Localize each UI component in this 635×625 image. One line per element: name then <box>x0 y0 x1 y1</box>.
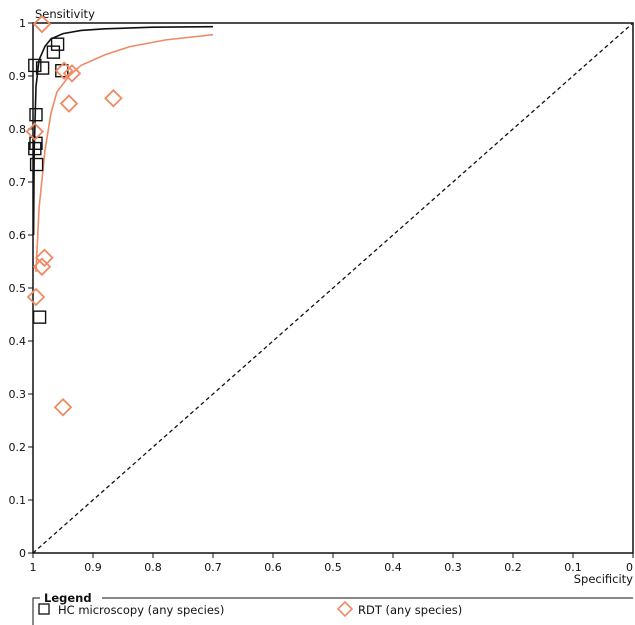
x-tick-label: 0.5 <box>324 561 342 574</box>
y-tick-label: 0.1 <box>9 494 27 507</box>
data-point-diamond <box>62 64 82 83</box>
data-point-square <box>29 107 43 122</box>
y-tick-label: 0.4 <box>9 335 27 348</box>
data-point-diamond <box>26 287 46 307</box>
y-tick-label: 0 <box>19 547 26 560</box>
study-markers <box>25 14 123 417</box>
data-point-diamond <box>59 94 79 113</box>
data-point-square <box>32 310 47 324</box>
legend-frame <box>32 597 633 625</box>
data-point-square <box>35 61 50 75</box>
x-tick-label: 0.3 <box>444 561 462 574</box>
data-point-square <box>50 37 65 51</box>
x-tick-label: 0.8 <box>144 561 162 574</box>
x-tick-label: 0.7 <box>204 561 222 574</box>
data-point-square <box>28 58 42 73</box>
x-tick-label: 0.9 <box>84 561 102 574</box>
x-tick-label: 0 <box>626 561 633 574</box>
legend-square-marker <box>38 603 50 615</box>
data-point-square <box>46 45 61 59</box>
y-tick-label: 0.9 <box>9 70 27 83</box>
data-point-diamond <box>104 88 123 108</box>
x-tick-label: 0.4 <box>384 561 402 574</box>
data-point-diamond <box>25 122 45 141</box>
legend-label-rdt: RDT (any species) <box>358 603 462 617</box>
legend-diamond-marker <box>336 600 354 618</box>
reference-diagonal <box>32 22 634 554</box>
data-point-square <box>28 141 42 156</box>
x-tick-label: 1 <box>30 561 37 574</box>
x-axis-title: Specificity <box>574 572 633 586</box>
x-tick-label: 0.6 <box>264 561 282 574</box>
y-tick-label: 0.7 <box>9 176 27 189</box>
y-tick-label: 0.5 <box>9 282 27 295</box>
x-axis: 1 0.9 0.8 0.7 0.6 0.5 0.4 0.3 0.2 0.1 0 <box>30 553 634 574</box>
y-tick-label: 0.8 <box>9 123 27 136</box>
data-point-diamond <box>53 397 73 417</box>
y-axis: 0 0.1 0.2 0.3 0.4 0.5 0.6 0.7 0.8 0.9 1 <box>9 17 33 560</box>
legend-label-hc: HC microscopy (any species) <box>58 603 224 617</box>
data-point-diamond <box>32 257 52 277</box>
y-tick-label: 0.3 <box>9 388 27 401</box>
data-point-diamond <box>32 14 52 34</box>
y-tick-label: 0.2 <box>9 441 27 454</box>
legend: Legend HC microscopy (any species) RDT (… <box>32 591 633 625</box>
data-point-square <box>29 157 44 172</box>
x-tick-label: 0.2 <box>504 561 522 574</box>
y-tick-label: 1 <box>19 17 26 30</box>
data-point-diamond <box>35 248 54 268</box>
y-axis-title: Sensitivity <box>35 7 95 21</box>
y-tick-label: 0.6 <box>9 229 27 242</box>
x-tick-label: 0.1 <box>564 561 582 574</box>
legend-title: Legend <box>44 591 92 605</box>
